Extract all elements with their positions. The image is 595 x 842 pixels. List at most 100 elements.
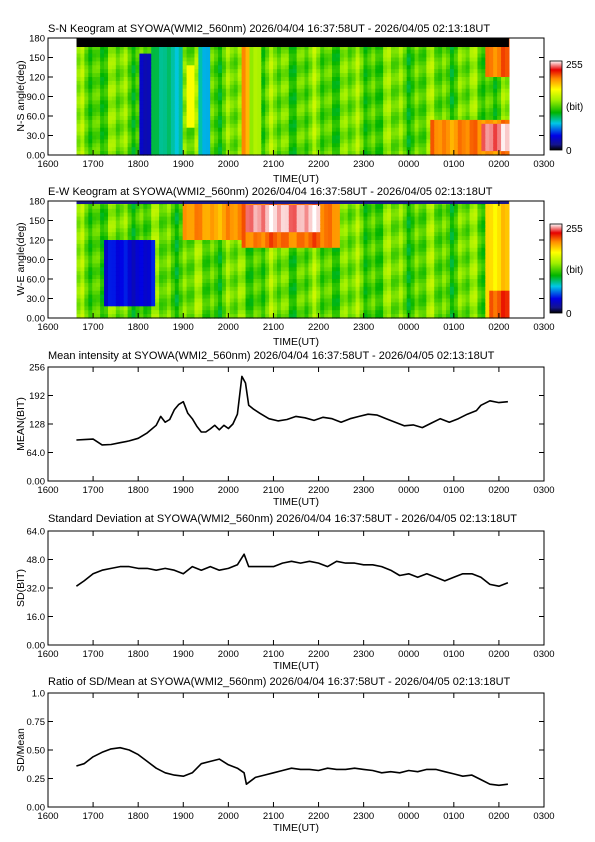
heatmap-cell	[111, 80, 117, 86]
heatmap-cell	[131, 247, 137, 253]
heatmap-cell	[198, 119, 203, 125]
heatmap-cell	[190, 104, 196, 109]
heatmap-cell	[88, 224, 93, 229]
heatmap-cell	[151, 135, 156, 140]
heatmap-cell	[406, 131, 412, 137]
heatmap-cell	[284, 65, 290, 70]
heatmap-cell	[198, 57, 203, 62]
heatmap-cell	[170, 263, 176, 268]
heatmap-cell	[504, 131, 510, 137]
heatmap-cell	[100, 92, 105, 98]
heatmap-cell	[166, 220, 172, 225]
heatmap-cell	[245, 100, 251, 105]
heatmap-cell	[190, 282, 196, 288]
heatmap-cell	[229, 263, 235, 268]
heatmap-cell	[261, 314, 266, 319]
heatmap-cell	[190, 236, 196, 241]
heatmap-cell	[218, 73, 223, 78]
heatmap-cell	[186, 108, 192, 113]
heatmap-cell	[485, 131, 490, 137]
heatmap-cell	[119, 310, 125, 315]
heatmap-cell	[277, 290, 282, 296]
heatmap-cell	[284, 243, 290, 249]
heatmap-cell	[119, 290, 125, 296]
heatmap-cell	[229, 294, 235, 300]
heatmap-cell	[178, 279, 184, 284]
heatmap-cell	[107, 49, 113, 55]
heatmap-cell	[324, 57, 329, 62]
heatmap-cell	[280, 77, 286, 82]
heatmap-cell	[453, 77, 459, 82]
heatmap-cell	[233, 216, 239, 222]
heatmap-cell	[155, 84, 160, 90]
heatmap-cell	[155, 123, 160, 129]
heatmap-cell	[139, 294, 144, 300]
heatmap-cell	[210, 73, 215, 78]
heatmap-cell	[410, 147, 416, 152]
heatmap-cell	[155, 69, 160, 74]
heatmap-cell	[497, 123, 502, 129]
heatmap-cell	[233, 96, 239, 101]
heatmap-cell	[104, 282, 109, 288]
heatmap-cell	[210, 290, 215, 296]
heatmap-cell	[233, 147, 239, 152]
heatmap-cell	[206, 69, 211, 74]
heatmap-cell	[265, 73, 270, 78]
heatmap-cell	[442, 57, 447, 62]
heatmap-cell	[107, 255, 113, 261]
heatmap-cell	[166, 251, 172, 257]
heatmap-cell	[245, 65, 251, 70]
heatmap-cell	[257, 151, 262, 156]
heatmap-cell	[261, 135, 266, 140]
heatmap-cell	[76, 220, 82, 225]
heatmap-cell	[233, 65, 239, 70]
heatmap-cell	[206, 279, 211, 284]
heatmap-cell	[351, 151, 357, 156]
heatmap-cell	[501, 131, 506, 137]
heatmap-cell	[159, 49, 164, 55]
heatmap-cell	[84, 116, 89, 121]
heatmap-cell	[186, 135, 192, 140]
heatmap-cell	[261, 232, 266, 237]
heatmap-cell	[371, 143, 376, 148]
heatmap-cell	[76, 290, 82, 296]
heatmap-cell	[457, 88, 463, 94]
heatmap-cell	[143, 69, 148, 74]
heatmap-cell	[261, 49, 266, 55]
heatmap-cell	[206, 298, 211, 303]
heatmap-cell	[229, 127, 235, 133]
heatmap-cell	[210, 131, 215, 137]
heatmap-cell	[426, 139, 431, 144]
heatmap-cell	[288, 135, 294, 140]
heatmap-cell	[221, 279, 227, 284]
heatmap-cell	[115, 298, 121, 303]
heatmap-cell	[225, 306, 231, 311]
heatmap-cell	[363, 84, 369, 90]
heatmap-cell	[493, 119, 498, 125]
heatmap-cell	[194, 45, 199, 51]
heatmap-cell	[127, 119, 133, 125]
heatmap-cell	[155, 73, 160, 78]
heatmap-cell	[96, 57, 101, 62]
heatmap-cell	[88, 204, 93, 210]
heatmap-cell	[422, 96, 427, 101]
heatmap-cell	[155, 306, 160, 311]
heatmap-cell	[88, 116, 93, 121]
heatmap-cell	[194, 306, 199, 311]
heatmap-cell	[434, 151, 439, 156]
heatmap-cell	[170, 228, 176, 233]
heatmap-cell	[497, 88, 502, 94]
heatmap-cell	[501, 45, 506, 51]
heatmap-cell	[92, 302, 97, 307]
heatmap-cell	[269, 247, 274, 253]
heatmap-cell	[123, 251, 129, 257]
heatmap-cell	[218, 314, 223, 319]
heatmap-cell	[139, 73, 144, 78]
heatmap-cell	[457, 151, 463, 156]
heatmap-cell	[481, 135, 486, 140]
heatmap-cell	[249, 279, 255, 284]
heatmap-cell	[163, 112, 168, 117]
heatmap-cell	[84, 147, 89, 152]
heatmap-cell	[178, 119, 184, 125]
heatmap-cell	[88, 73, 93, 78]
